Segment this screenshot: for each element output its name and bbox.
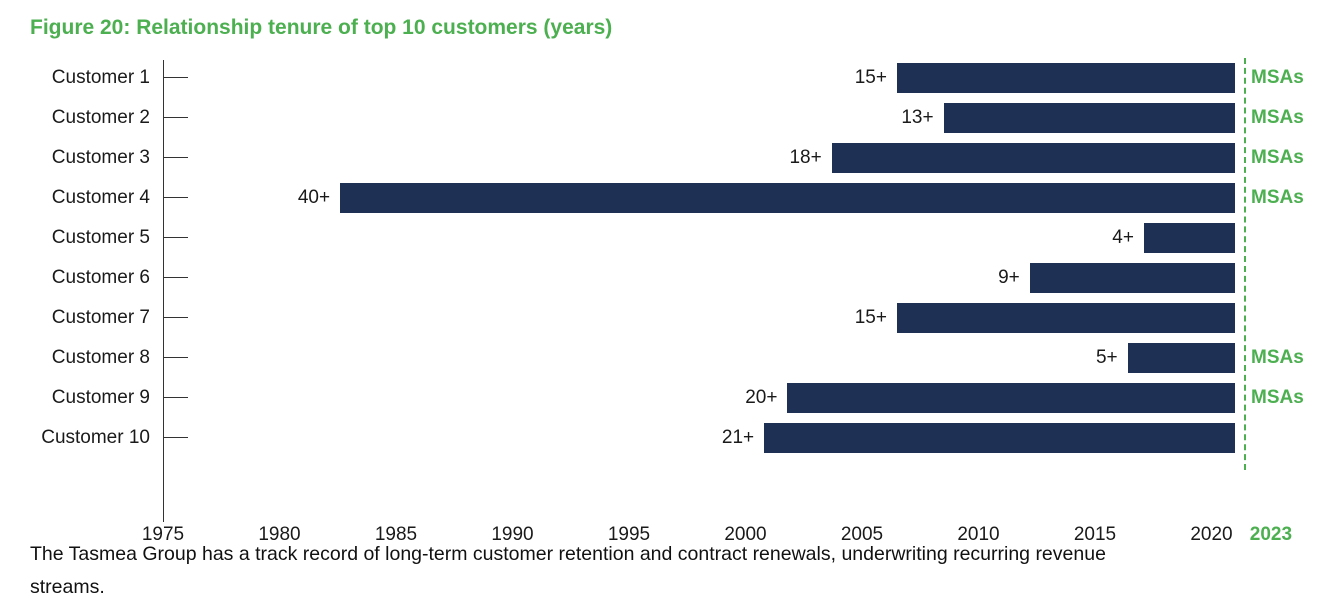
tenure-value-label: 18+	[789, 147, 822, 168]
tenure-value-label: 13+	[901, 107, 934, 128]
chart-row: Customer 10 21+	[0, 418, 1334, 458]
msa-dashed-line	[1244, 58, 1247, 470]
tenure-bar	[787, 383, 1235, 413]
chart-row: Customer 8 5+ MSAs	[0, 338, 1334, 378]
x-axis-year-label: 2020	[1190, 524, 1233, 545]
tenure-value-label: 15+	[854, 307, 887, 328]
tenure-bar	[896, 303, 1235, 333]
chart-row: Customer 4 40+ MSAs	[0, 178, 1334, 218]
tenure-value-label: 21+	[721, 427, 755, 448]
chart-plot-area: Customer 1 15+ MSAs Customer 2 13+ MSAs Custom…	[0, 58, 1334, 545]
chart-row: Customer 9 20+ MSAs	[0, 378, 1334, 418]
figure-caption: The Tasmea Group has a track record of l…	[30, 542, 1106, 598]
y-axis-tick	[163, 237, 188, 238]
customer-label: Customer 7	[51, 307, 150, 328]
tenure-value-label: 15+	[854, 67, 887, 88]
chart-row: Customer 2 13+ MSAs	[0, 98, 1334, 138]
msa-label: MSAs	[1251, 67, 1304, 88]
y-axis-tick	[163, 157, 188, 158]
x-axis-year-label: 1980	[258, 524, 301, 545]
customer-label: Customer 4	[51, 187, 150, 208]
chart-row: Customer 7 15+	[0, 298, 1334, 338]
customer-label: Customer 5	[51, 227, 150, 248]
figure-title: Figure 20: Relationship tenure of top 10…	[30, 16, 613, 39]
x-axis-year-label: 1975	[141, 524, 185, 545]
customer-label: Customer 6	[51, 267, 150, 288]
x-axis-year-label: 2000	[724, 524, 767, 545]
y-axis-line	[163, 60, 164, 522]
msa-label: MSAs	[1251, 107, 1304, 128]
x-axis-year-label: 2005	[840, 524, 884, 545]
tenure-bar	[764, 423, 1235, 453]
y-axis-tick	[163, 317, 188, 318]
tenure-bar	[340, 183, 1235, 213]
msa-label: MSAs	[1251, 347, 1304, 368]
y-axis-tick	[163, 77, 188, 78]
x-axis-year-label: 2015	[1073, 524, 1117, 545]
tenure-bar	[1029, 263, 1235, 293]
tenure-bar	[1143, 223, 1235, 253]
x-axis-year-label: 2010	[957, 524, 1000, 545]
msa-label: MSAs	[1251, 147, 1304, 168]
x-axis-2023-label: 2023	[1249, 524, 1293, 545]
tenure-bar	[831, 143, 1235, 173]
msa-label: MSAs	[1251, 187, 1304, 208]
tenure-value-label: 9+	[998, 267, 1020, 288]
customer-label: Customer 1	[51, 67, 150, 88]
tenure-bar	[1127, 343, 1235, 373]
tenure-bar	[943, 103, 1235, 133]
y-axis-tick	[163, 357, 188, 358]
tenure-value-label: 20+	[745, 387, 778, 408]
customer-label: Customer 9	[51, 387, 150, 408]
y-axis-tick	[163, 277, 188, 278]
customer-label: Customer 10	[41, 427, 150, 448]
msa-label: MSAs	[1251, 387, 1304, 408]
y-axis-tick	[163, 437, 188, 438]
chart-row: Customer 1 15+ MSAs	[0, 58, 1334, 98]
tenure-value-label: 5+	[1095, 347, 1118, 368]
x-axis-tick-labels: 1975 1980 1985 1990 1995 2000 2005 2010 2015 2020…	[0, 524, 1334, 556]
y-axis-tick	[163, 397, 188, 398]
customer-label: Customer 2	[51, 107, 150, 128]
y-axis-tick	[163, 117, 188, 118]
customer-label: Customer 3	[51, 147, 150, 168]
x-axis-year-label: 1990	[491, 524, 534, 545]
chart-row: Customer 3 18+ MSAs	[0, 138, 1334, 178]
chart-row: Customer 6 9+	[0, 258, 1334, 298]
tenure-value-label: 4+	[1112, 227, 1134, 248]
x-axis-year-label: 1995	[607, 524, 651, 545]
customer-label: Customer 8	[51, 347, 150, 368]
tenure-value-label: 40+	[297, 187, 331, 208]
x-axis-year-label: 1985	[374, 524, 418, 545]
chart-row: Customer 5 4+	[0, 218, 1334, 258]
tenure-bar	[896, 63, 1235, 93]
y-axis-tick	[163, 197, 188, 198]
